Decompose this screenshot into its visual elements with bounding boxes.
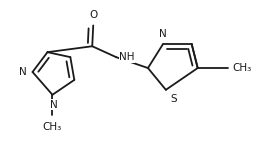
- Text: N: N: [159, 29, 167, 39]
- Text: N: N: [19, 67, 27, 77]
- Text: N: N: [49, 100, 57, 110]
- Text: CH₃: CH₃: [43, 122, 62, 131]
- Text: NH: NH: [119, 52, 135, 62]
- Text: S: S: [171, 94, 177, 104]
- Text: O: O: [89, 11, 97, 20]
- Text: CH₃: CH₃: [232, 63, 252, 73]
